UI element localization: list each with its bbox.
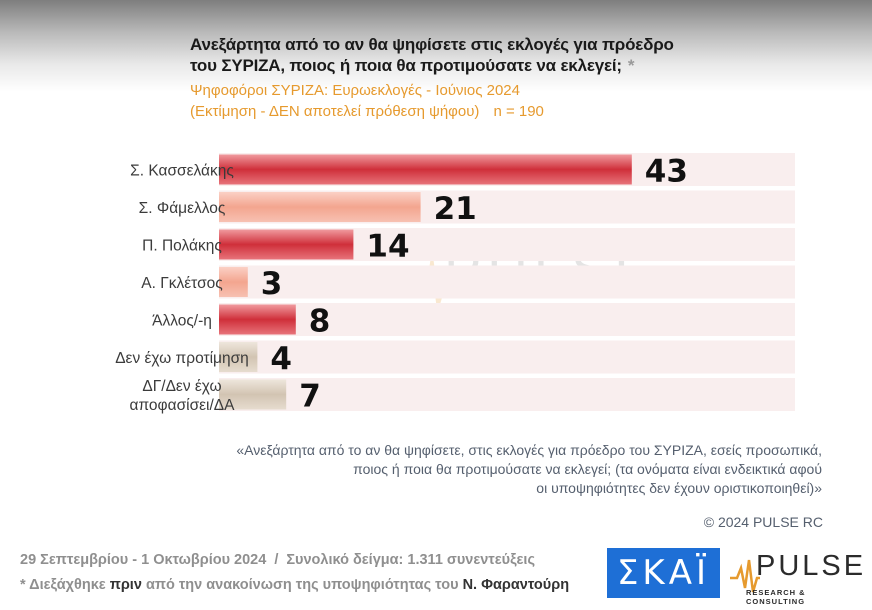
pulse-logo: PULSE RESEARCH & CONSULTING bbox=[730, 550, 863, 606]
subtitle-line-2: (Εκτίμηση - ΔΕΝ αποτελεί πρόθεση ψήφου) n… bbox=[190, 101, 750, 122]
row-background bbox=[219, 340, 795, 374]
skai-logo: ΣΚΑΪ bbox=[607, 548, 720, 598]
question-footnote: «Ανεξάρτητα από το αν θα ψηφίσετε, στις … bbox=[190, 441, 822, 498]
value-label: 7 bbox=[299, 379, 321, 415]
value-label: 8 bbox=[309, 304, 331, 340]
category-label: Σ. Κασσελάκης bbox=[130, 163, 234, 180]
header-gradient bbox=[0, 0, 872, 92]
footnote-line-1: «Ανεξάρτητα από το αν θα ψηφίσετε, στις … bbox=[236, 442, 822, 458]
title-line-1: Ανεξάρτητα από το αν θα ψηφίσετε στις εκ… bbox=[190, 35, 674, 54]
copyright: © 2024 PULSE RC bbox=[703, 514, 823, 530]
footnote-line-3: οι υποψηφιότητες δεν έχουν οριστικοποιηθ… bbox=[536, 480, 822, 496]
chart-subtitle: Ψηφοφόροι ΣΥΡΙΖΑ: Ευρωεκλογές - Ιούνιος … bbox=[190, 80, 750, 122]
footnote-line-2: ποιος ή ποια θα προτιμούσατε να εκλεγεί;… bbox=[353, 461, 822, 477]
fieldwork-dates: 29 Σεπτεμβρίου - 1 Οκτωβρίου 2024 bbox=[20, 552, 267, 568]
row-background bbox=[219, 303, 795, 336]
bar-7 bbox=[219, 379, 287, 410]
bar-6 bbox=[219, 342, 258, 372]
pulse-logo-word: PULSE bbox=[756, 550, 867, 582]
value-label: 21 bbox=[434, 191, 477, 227]
note-part-d: Ν. Φαραντούρη bbox=[462, 577, 570, 593]
note-part-c: από την ανακοίνωση της υποψηφιότητας του bbox=[145, 577, 459, 593]
category-label: αποφασίσει/ΔΑ bbox=[130, 397, 236, 414]
sample-size: n = 190 bbox=[493, 103, 544, 120]
sample-total: Συνολικό δείγμα: 1.311 συνεντεύξεις bbox=[286, 552, 535, 568]
pulse-logo-tagline: RESEARCH & CONSULTING bbox=[746, 588, 806, 606]
subtitle-line-2-text: (Εκτίμηση - ΔΕΝ αποτελεί πρόθεση ψήφου) bbox=[190, 103, 480, 120]
category-label: Δεν έχω προτίμηση bbox=[115, 350, 249, 367]
subtitle-line-1: Ψηφοφόροι ΣΥΡΙΖΑ: Ευρωεκλογές - Ιούνιος … bbox=[190, 82, 520, 99]
bar-1 bbox=[219, 154, 632, 185]
value-label: 43 bbox=[645, 154, 688, 190]
category-label: ΔΓ/Δεν έχω bbox=[142, 378, 221, 395]
row-background bbox=[219, 265, 795, 299]
value-label: 14 bbox=[366, 229, 409, 265]
note-part-a: Διεξάχθηκε bbox=[29, 577, 106, 593]
title-star: * bbox=[627, 56, 635, 75]
title-line-2: του ΣΥΡΙΖΑ, ποιος ή ποια θα προτιμούσατε… bbox=[190, 55, 750, 76]
bar-3 bbox=[219, 229, 354, 260]
bar-5 bbox=[219, 304, 296, 335]
row-background bbox=[219, 378, 795, 411]
pulse-logo-wave-icon bbox=[730, 559, 760, 593]
timing-note: * Διεξάχθηκε πριν από την ανακοίνωση της… bbox=[20, 577, 569, 593]
title-line-2-text: του ΣΥΡΙΖΑ, ποιος ή ποια θα προτιμούσατε… bbox=[190, 56, 622, 75]
category-label: Άλλος/-η bbox=[152, 313, 212, 330]
value-label: 3 bbox=[261, 266, 283, 302]
category-label: Π. Πολάκης bbox=[142, 238, 222, 255]
bar-2 bbox=[219, 192, 421, 222]
chart-title: Ανεξάρτητα από το αν θα ψηφίσετε στις εκ… bbox=[190, 34, 750, 76]
category-label: Σ. Φάμελλος bbox=[139, 200, 226, 217]
bar-4 bbox=[219, 267, 248, 297]
note-star: * bbox=[20, 577, 26, 593]
meta-separator: / bbox=[274, 552, 279, 568]
category-label: Α. Γκλέτσος bbox=[141, 275, 222, 292]
fieldwork-info: 29 Σεπτεμβρίου - 1 Οκτωβρίου 2024 / Συνολι… bbox=[20, 552, 535, 568]
value-label: 4 bbox=[270, 341, 292, 377]
note-part-b: πριν bbox=[109, 577, 142, 593]
